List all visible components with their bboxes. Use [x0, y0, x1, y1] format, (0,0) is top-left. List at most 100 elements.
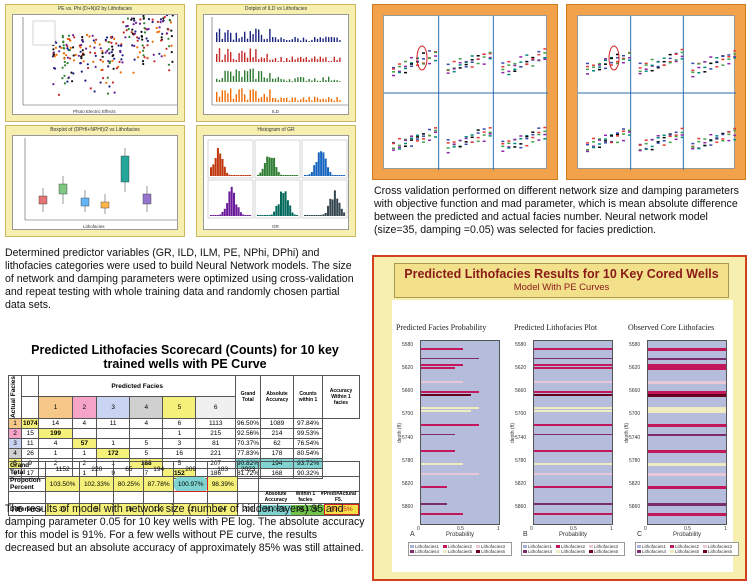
cv-mark [638, 72, 642, 75]
cv-mark [446, 68, 450, 71]
dot-column [272, 78, 274, 82]
cv-mark [628, 52, 631, 55]
facies-band [534, 512, 612, 515]
grand-total-cell: 2023 [237, 461, 259, 477]
scatter-point [161, 20, 164, 23]
facies-band [648, 463, 726, 467]
histogram-bar [317, 215, 320, 216]
dot-column [241, 76, 243, 82]
histogram-bar [212, 164, 215, 176]
scatter-point [52, 83, 55, 86]
cv-mark [733, 134, 737, 137]
cv-mark [507, 147, 511, 149]
dot-column [269, 73, 271, 82]
cv-mark [697, 66, 701, 69]
scatter-point [67, 76, 71, 79]
cv-mark [650, 65, 654, 67]
dot-column [277, 100, 279, 102]
cv-mark [404, 138, 407, 141]
cv-mark [543, 58, 547, 61]
facies-band [534, 450, 612, 452]
scatter-point [121, 54, 124, 57]
cv-mark [392, 147, 395, 149]
score-cell: 1 [96, 437, 131, 449]
scatter-point [165, 32, 168, 35]
col-header: 3 [96, 396, 131, 419]
dot-column [252, 68, 254, 82]
cv-mark [622, 139, 625, 142]
histogram-bar [210, 167, 212, 176]
difference-row-label: Difference [8, 503, 46, 516]
cv-mark [488, 52, 492, 55]
scatter-point [158, 30, 161, 33]
cv-mark [470, 55, 474, 57]
cv-mark [482, 63, 486, 65]
scatter-point [142, 17, 145, 20]
cv-mark [727, 131, 731, 133]
dot-column [246, 71, 249, 82]
ild-dotplot-panel: ILD Dotplot of ILD vs Lithofacies [196, 4, 356, 122]
cv-mark [616, 60, 619, 63]
scatter-point [82, 60, 85, 63]
scatter-point [99, 58, 102, 62]
scatter-point [127, 27, 130, 31]
facies-band [534, 364, 612, 367]
cv-mark [610, 56, 613, 59]
scatter-point [151, 40, 154, 43]
dot-column [339, 100, 341, 102]
cv-mark [709, 56, 713, 58]
dot-column [272, 97, 274, 102]
legend-swatch [410, 550, 414, 553]
dot-column [333, 56, 335, 62]
cv-mark [537, 133, 541, 136]
legend-swatch [443, 550, 447, 553]
dot-column [314, 96, 316, 102]
cv-mark [398, 144, 401, 147]
cv-mark [656, 141, 660, 143]
dot-column [238, 38, 240, 42]
difference-cell: 12 [173, 503, 209, 516]
pe-xlabel: Photo Electric Effects [73, 109, 116, 114]
dot-column [319, 99, 321, 102]
summary-cell: 1089 [260, 417, 294, 429]
dot-column [311, 39, 313, 42]
cv-mark [525, 63, 529, 66]
cv-mark [598, 138, 601, 140]
cv-mark [703, 138, 707, 140]
legend-item: Lithofacies6 [703, 549, 736, 554]
legend-item: Lithofacies2 [670, 544, 703, 549]
scatter-point [170, 35, 173, 38]
scatter-point [115, 42, 118, 45]
difference-cell: 39 [44, 503, 81, 516]
cv-mark [519, 65, 523, 68]
cv-mark [519, 135, 523, 137]
scatter-point [142, 49, 145, 52]
proportion-cell: 103.50% [44, 476, 81, 492]
histogram-bar [246, 175, 249, 176]
dot-column [330, 98, 333, 102]
dot-column [302, 77, 305, 82]
diff-abs-header: Absolute Accuracy [264, 491, 288, 503]
scatter-point [167, 37, 170, 40]
cv-mark [422, 133, 425, 135]
score-cell: 6 [162, 417, 197, 429]
scatter-point [163, 54, 166, 57]
dot-column [308, 96, 310, 102]
dot-column [322, 58, 324, 62]
histogram-bar [228, 174, 231, 176]
cv-mark [598, 139, 601, 141]
scatter-point [110, 51, 113, 54]
histogram-bar [244, 215, 247, 216]
score-cell: 4 [129, 417, 164, 429]
cv-mark [709, 68, 713, 70]
cross-validation-paragraph: Cross validation performed on different … [374, 185, 739, 236]
score-cell: 26 [20, 447, 40, 459]
histogram-bar [338, 202, 341, 216]
scatter-point [141, 60, 145, 63]
dot-column [291, 39, 293, 42]
scatter-point [69, 39, 72, 42]
dot-column [227, 30, 229, 42]
cv-mark [513, 138, 517, 141]
cv-mark [428, 128, 431, 131]
cv-mark [470, 61, 474, 63]
